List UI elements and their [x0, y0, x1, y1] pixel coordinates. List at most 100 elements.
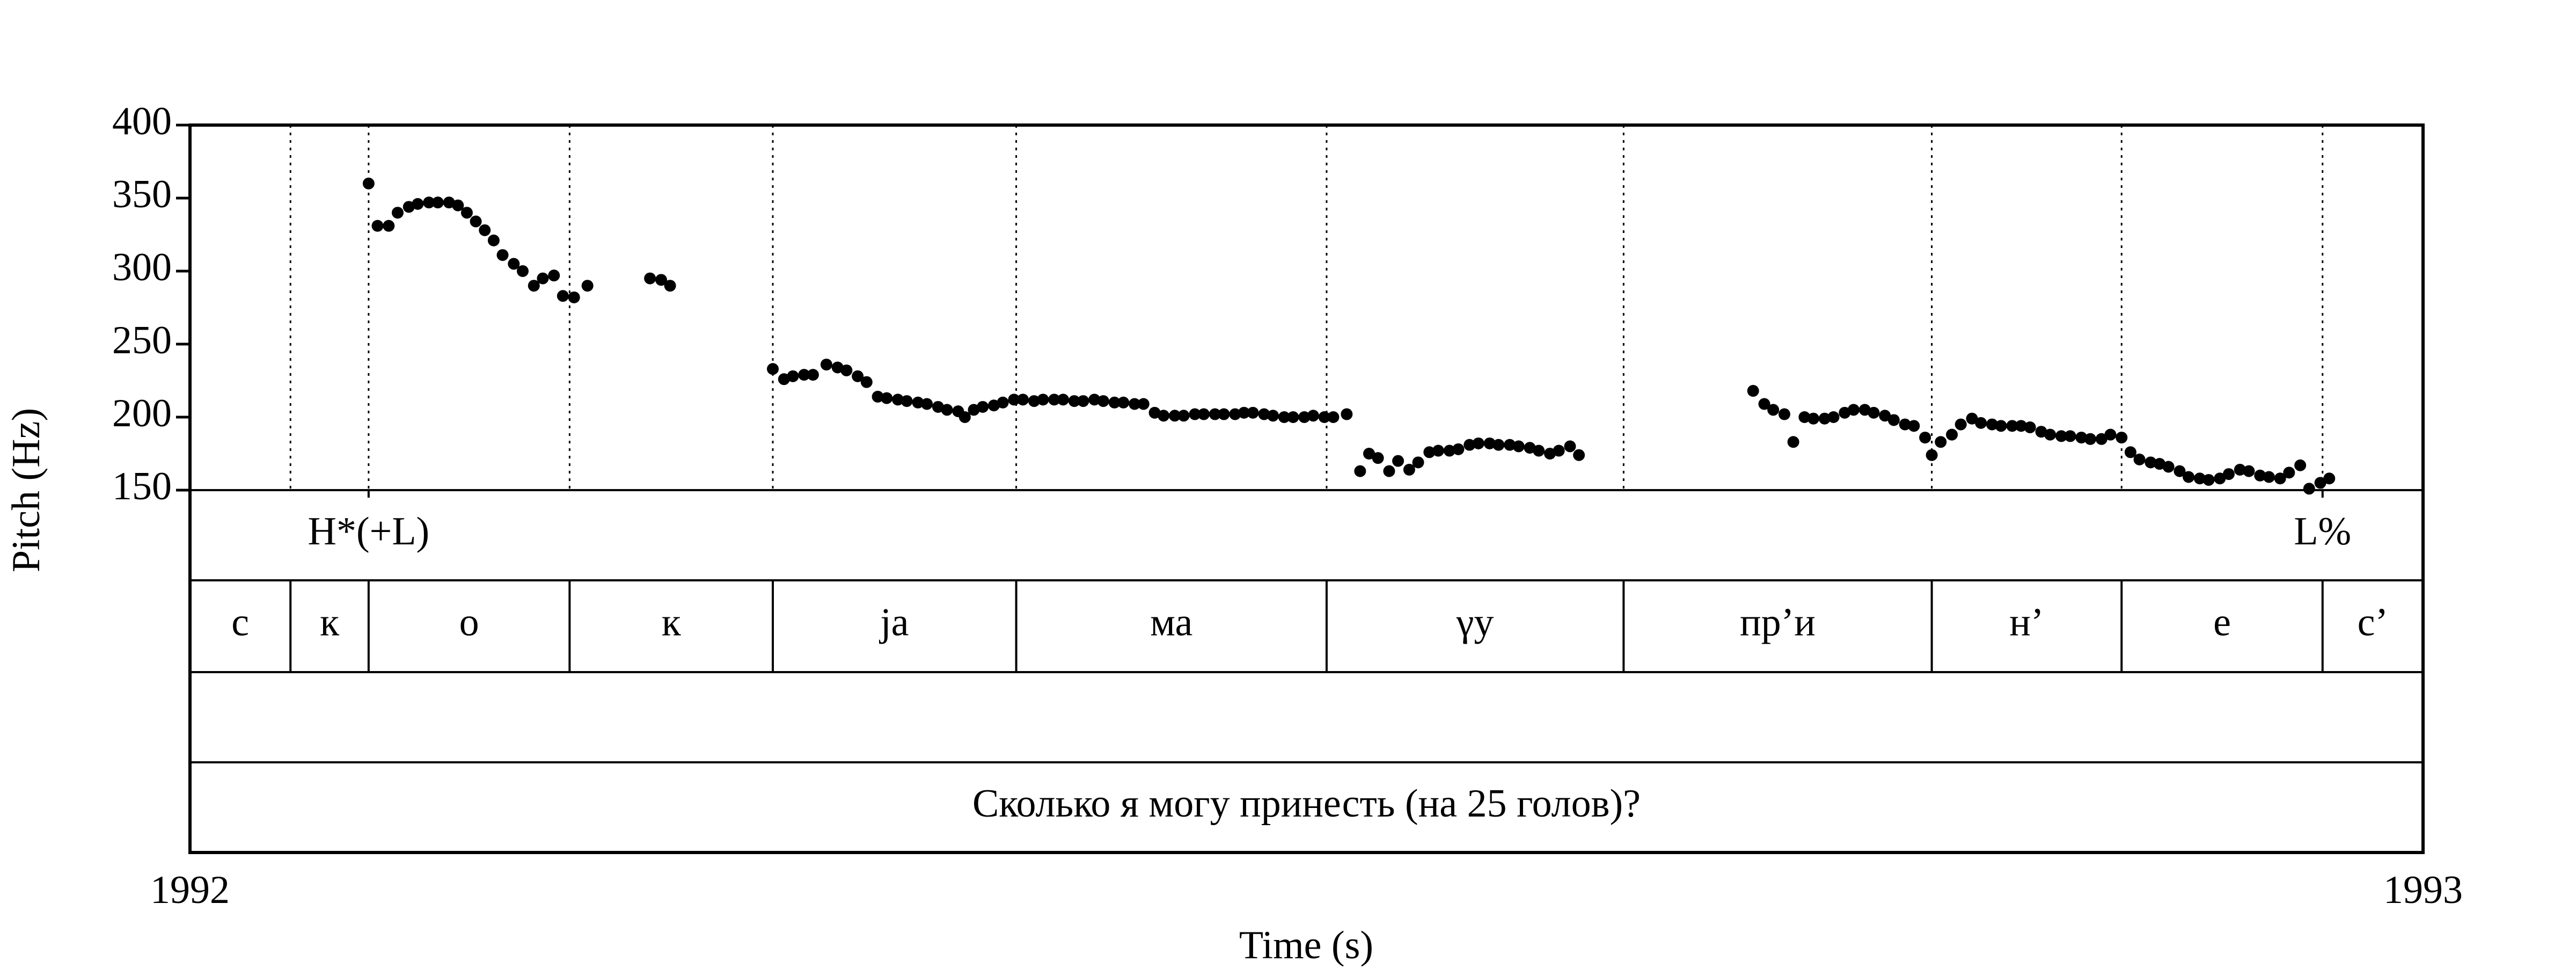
tone-label: L% [2294, 509, 2351, 553]
pitch-point [798, 369, 810, 381]
pitch-point [1946, 428, 1958, 441]
pitch-point [787, 370, 799, 382]
pitch-point [820, 359, 832, 371]
pitch-point [1553, 445, 1565, 457]
pitch-point [487, 234, 500, 246]
y-tick-label: 250 [112, 318, 172, 362]
pitch-point [1189, 408, 1201, 420]
pitch-point [1077, 395, 1089, 407]
pitch-point [2035, 426, 2047, 438]
pitch-point [912, 396, 924, 409]
pitch-point [1524, 442, 1536, 454]
pitch-point [528, 280, 540, 292]
interval-label: к [320, 600, 340, 644]
pitch-point [1926, 449, 1938, 461]
pitch-point [2263, 471, 2275, 483]
pitch-point [997, 396, 1009, 409]
pitch-point [1879, 410, 1891, 422]
pitch-point [977, 400, 989, 413]
pitch-point [1839, 406, 1851, 419]
pitch-point [1158, 410, 1170, 422]
pitch-point [1533, 445, 1545, 457]
pitch-point [371, 220, 384, 232]
pitch-point [1966, 412, 1978, 425]
pitch-point [1573, 449, 1585, 461]
pitch-point [2193, 472, 2206, 485]
pitch-point [1108, 396, 1121, 409]
pitch-point [431, 196, 444, 209]
pitch-point [1068, 395, 1080, 407]
pitch-point [1247, 406, 1259, 419]
pitch-point [2015, 420, 2028, 432]
pitch-point [1899, 418, 1911, 431]
pitch-point [644, 272, 656, 285]
pitch-point [2133, 453, 2146, 465]
pitch-point [1048, 394, 1060, 406]
pitch-point [1218, 408, 1230, 420]
pitch-point [1177, 410, 1190, 422]
pitch-point [2314, 477, 2326, 489]
pitch-point [2145, 456, 2157, 469]
pitch-point [1868, 406, 1880, 419]
plot-frame [188, 123, 2425, 854]
sentence-label: Сколько я могу принесть (на 25 голов)? [972, 782, 1641, 826]
pitch-point [1452, 443, 1465, 455]
pitch-point [852, 370, 864, 382]
pitch-point [2116, 432, 2128, 444]
pitch-point [1975, 417, 1987, 429]
pitch-point [664, 280, 676, 292]
pitch-point [2084, 433, 2097, 445]
pitch-point [508, 258, 520, 270]
pitch-point [1088, 394, 1101, 406]
pitch-point [1198, 408, 1210, 420]
pitch-point [568, 291, 580, 303]
pitch-point [831, 361, 844, 374]
pitch-point [1818, 412, 1831, 425]
pitch-point [452, 199, 464, 212]
pitch-point [2303, 483, 2315, 495]
pitch-point [1887, 414, 1900, 426]
y-tick-label: 200 [112, 391, 172, 435]
interval-label: о [459, 600, 479, 644]
pitch-point [1363, 448, 1375, 460]
pitch-point [1564, 440, 1576, 453]
pitch-point [2024, 421, 2036, 434]
pitch-point [1341, 408, 1353, 420]
pitch-point [548, 269, 560, 282]
pitch-point [1472, 437, 1484, 449]
pitch-point [1747, 385, 1759, 397]
pitch-point [1995, 420, 2007, 432]
x-axis-label: Time (s) [1239, 923, 1373, 966]
pitch-point [2174, 465, 2186, 477]
pitch-point [921, 398, 933, 410]
pitch-point [860, 376, 873, 388]
tone-label: H*(+L) [308, 509, 430, 553]
pitch-point [2104, 428, 2117, 441]
pitch-point [1492, 439, 1505, 451]
pitch-point [443, 196, 455, 209]
pitch-point [1758, 398, 1770, 410]
pitch-point [1483, 437, 1496, 449]
interval-label: к [662, 600, 682, 644]
pitch-point [1463, 439, 1476, 451]
pitch-point [1327, 411, 1340, 423]
pitch-point [987, 399, 1000, 412]
pitch-point [958, 411, 971, 423]
pitch-point [840, 364, 853, 376]
pitch-point [581, 280, 594, 292]
pitch-point [968, 404, 980, 416]
pitch-point [932, 400, 944, 413]
pitch-point [1298, 411, 1311, 423]
pitch-point [1392, 455, 1404, 467]
pitch-point [2075, 432, 2088, 444]
pitch-point [778, 373, 790, 385]
pitch-point [1847, 404, 1860, 416]
interval-label: γу [1456, 600, 1494, 644]
pitch-point [1354, 465, 1366, 477]
pitch-point [2243, 465, 2255, 477]
pitch-point [479, 224, 491, 236]
pitch-point [1778, 408, 1790, 420]
pitch-point [1423, 446, 1436, 458]
pitch-point [881, 392, 893, 404]
